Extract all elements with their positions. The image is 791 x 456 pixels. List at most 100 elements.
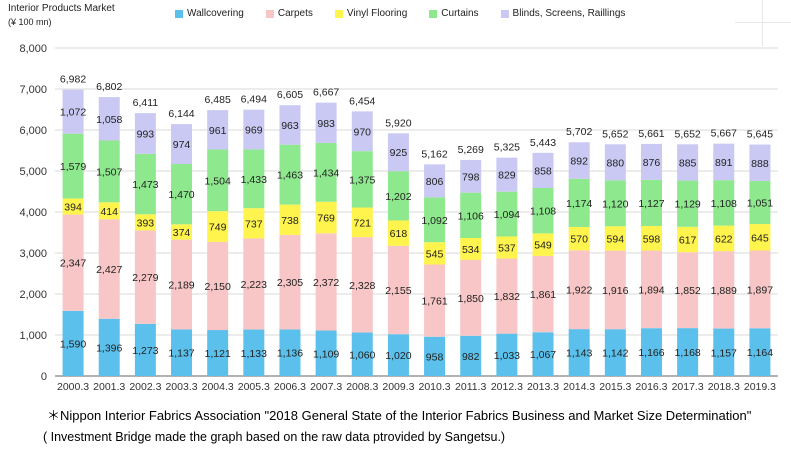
bar-segment (532, 332, 554, 376)
data-label: 888 (751, 158, 769, 170)
bar-segment (713, 180, 735, 226)
data-label: 798 (462, 171, 480, 183)
bar-segment (387, 133, 409, 172)
bar-segment (460, 237, 482, 260)
data-label: 1,889 (711, 285, 737, 297)
bar-segment (496, 191, 518, 237)
data-label: 1,127 (638, 198, 664, 210)
x-tick-label: 2008.3 (346, 381, 378, 393)
data-label: 1,761 (421, 296, 447, 308)
data-label: 1,273 (132, 345, 158, 357)
data-label: 963 (281, 120, 299, 132)
x-tick-label: 2009.3 (382, 381, 414, 393)
bar-segment (98, 140, 120, 203)
data-label: 414 (100, 206, 118, 218)
bar-segment (207, 241, 229, 331)
total-label: 6,667 (313, 87, 339, 99)
bar-segment (171, 224, 193, 240)
bar-segment (749, 328, 771, 376)
data-label: 876 (643, 157, 661, 169)
data-label: 1,396 (96, 342, 122, 354)
data-label: 570 (570, 234, 588, 246)
legend-item: Wallcovering (175, 8, 244, 19)
y-tick-label: 3,000 (19, 248, 47, 260)
bar-segment (62, 214, 84, 311)
bar-segment (243, 238, 265, 330)
data-label: 974 (173, 139, 191, 151)
bar-segment (315, 102, 337, 143)
bar-segment (496, 258, 518, 334)
legend-item: Carpets (265, 8, 313, 19)
data-label: 1,202 (385, 191, 411, 203)
total-label: 6,485 (205, 94, 231, 106)
bar-segment (713, 328, 735, 376)
data-label: 829 (498, 170, 516, 182)
x-tick-label: 2017.3 (672, 381, 704, 393)
bar-segment (171, 329, 193, 376)
data-label: 1,861 (530, 289, 556, 301)
data-label: 545 (426, 248, 444, 260)
bar-segment (568, 178, 590, 227)
bar-segment (568, 142, 590, 179)
total-label: 5,325 (494, 142, 520, 154)
data-label: 1,051 (747, 198, 773, 210)
bar-segment (98, 97, 120, 141)
bar-segment (98, 318, 120, 376)
legend-swatch (265, 9, 274, 18)
bar-segment (677, 252, 699, 329)
legend-swatch (500, 9, 509, 18)
x-tick-label: 2010.3 (419, 381, 451, 393)
legend-item: Curtains (429, 8, 479, 19)
y-tick-label: 0 (41, 371, 47, 383)
total-label: 6,802 (96, 81, 122, 93)
bar-segment (496, 236, 518, 259)
total-label: 5,162 (421, 148, 447, 160)
bar-segment (532, 255, 554, 333)
data-label: 1,133 (241, 348, 267, 360)
bar-segment (713, 225, 735, 252)
corner-guide-vertical (762, 0, 763, 46)
bar-segment (532, 233, 554, 256)
data-label: 393 (137, 217, 155, 229)
data-label: 969 (245, 125, 263, 137)
bar-segment (460, 335, 482, 376)
bar-segment (62, 89, 84, 134)
data-label: 1,108 (530, 206, 556, 218)
legend-label: Carpets (277, 8, 313, 19)
data-label: 374 (173, 227, 191, 239)
total-label: 5,702 (566, 126, 592, 138)
bar-segment (279, 204, 301, 235)
bar-segment (749, 224, 771, 251)
y-tick-label: 1,000 (19, 330, 47, 342)
bar-segment (243, 109, 265, 150)
bar-segment (62, 310, 84, 376)
data-label: 1,094 (494, 209, 520, 221)
data-label: 769 (317, 213, 335, 225)
legend-swatch (429, 9, 438, 18)
data-label: 925 (390, 147, 408, 159)
bar-segment (532, 152, 554, 189)
data-label: 1,157 (711, 347, 737, 359)
x-tick-label: 2019.3 (744, 381, 776, 393)
data-label: 970 (354, 126, 372, 138)
bar-segment (604, 250, 626, 330)
legend-label: Wallcovering (187, 8, 244, 19)
total-label: 5,661 (638, 128, 664, 140)
data-label: 880 (607, 157, 625, 169)
bar-segment (460, 192, 482, 238)
data-label: 1,092 (421, 215, 447, 227)
data-label: 1,916 (602, 285, 628, 297)
bar-segment (677, 328, 699, 376)
total-label: 6,144 (168, 108, 194, 120)
data-label: 1,894 (638, 284, 664, 296)
data-label: 1,060 (349, 349, 375, 361)
data-label: 645 (751, 232, 769, 244)
x-tick-label: 2018.3 (708, 381, 740, 393)
data-label: 1,922 (566, 285, 592, 297)
bar-segment (496, 157, 518, 192)
data-label: 806 (426, 176, 444, 188)
bar-segment (351, 207, 373, 238)
x-tick-label: 2007.3 (310, 381, 342, 393)
data-label: 1,174 (566, 198, 592, 210)
x-tick-label: 2015.3 (599, 381, 631, 393)
